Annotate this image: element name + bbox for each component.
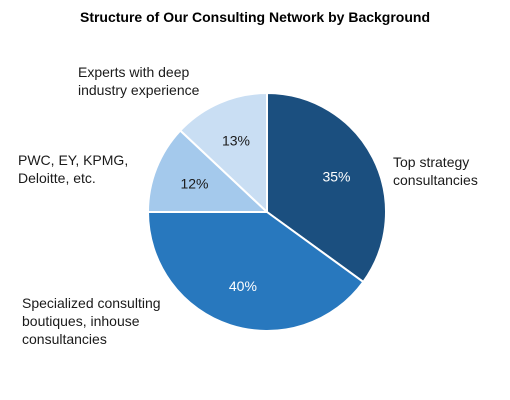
category-label-line: boutiques, inhouse <box>22 313 140 329</box>
pie-slice <box>179 92 268 213</box>
slice-category-label: PWC, EY, KPMG, Deloitte, etc. <box>18 152 128 186</box>
slice-value-label: 13% <box>222 132 250 148</box>
pie-slice <box>266 92 387 283</box>
pie-value-labels: 35% 40% 12% 13% <box>180 132 350 294</box>
pie-slice <box>147 129 268 213</box>
pie-slices <box>147 92 387 332</box>
category-label-line: consultancies <box>22 331 107 347</box>
category-label-line: industry experience <box>78 82 200 98</box>
slice-value-label: 40% <box>229 278 257 294</box>
category-label-line: Deloitte, etc. <box>18 170 96 186</box>
category-label-line: consultancies <box>393 172 478 188</box>
slice-category-label: Top strategy consultancies <box>393 154 478 188</box>
slice-category-label: Specialized consulting boutiques, inhouse… <box>22 295 161 347</box>
category-label-line: Experts with deep <box>78 64 189 80</box>
category-label-line: PWC, EY, KPMG, <box>18 152 128 168</box>
category-label-line: Specialized consulting <box>22 295 161 311</box>
category-label-line: Top strategy <box>393 154 469 170</box>
slice-value-label: 12% <box>180 175 208 191</box>
pie-slice <box>147 211 365 332</box>
slice-category-label: Experts with deep industry experience <box>78 64 200 98</box>
chart-title: Structure of Our Consulting Network by B… <box>79 9 431 25</box>
slice-value-label: 35% <box>322 169 350 185</box>
